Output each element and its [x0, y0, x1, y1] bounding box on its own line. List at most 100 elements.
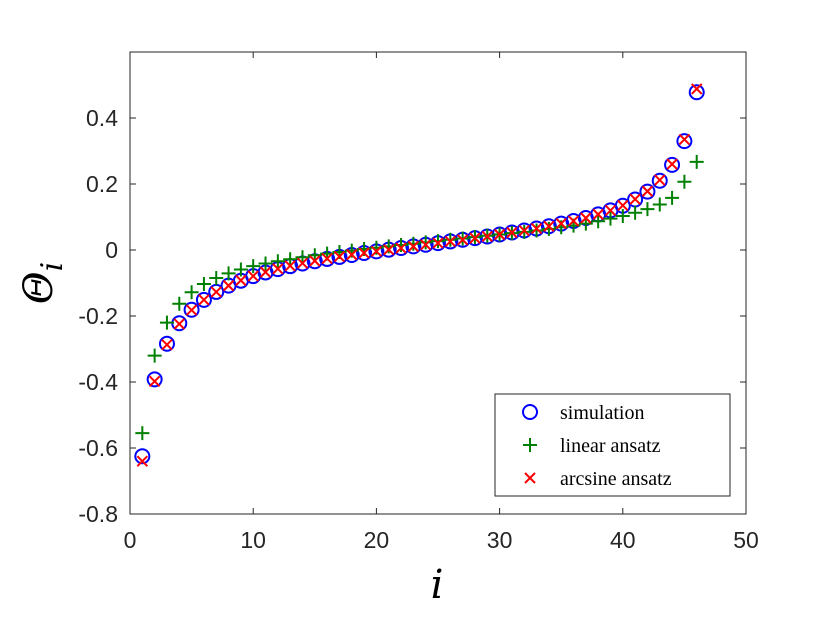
x-tick-label: 0	[124, 527, 137, 553]
point-arcsine-ansatz	[136, 455, 149, 467]
point-arcsine-ansatz	[148, 375, 161, 388]
data-marks	[134, 83, 705, 467]
point-arcsine-ansatz	[691, 83, 703, 95]
y-tick-label: -0.4	[78, 369, 118, 395]
svg-text:Θi: Θi	[16, 262, 70, 304]
point-arcsine-ansatz	[592, 208, 604, 221]
point-arcsine-ansatz	[235, 274, 247, 287]
point-arcsine-ansatz	[161, 339, 173, 351]
point-linear-ansatz	[603, 211, 618, 226]
point-linear-ansatz	[628, 205, 643, 220]
point-arcsine-ansatz	[272, 263, 284, 275]
y-tick-label: 0.2	[86, 171, 118, 197]
point-linear-ansatz	[406, 236, 421, 251]
point-linear-ansatz	[283, 252, 298, 267]
legend-label-simulation: simulation	[560, 402, 644, 424]
point-linear-ansatz	[394, 238, 409, 253]
x-axis-label: i	[431, 562, 444, 608]
point-linear-ansatz	[689, 154, 704, 169]
point-arcsine-ansatz	[678, 133, 691, 146]
point-linear-ansatz	[258, 256, 273, 271]
point-linear-ansatz	[665, 190, 680, 205]
y-tick-label: 0	[105, 237, 118, 263]
legend-label-linear: linear ansatz	[560, 435, 661, 457]
point-linear-ansatz	[159, 315, 174, 330]
x-tick-label: 20	[364, 527, 390, 553]
point-linear-ansatz	[184, 285, 199, 300]
point-arcsine-ansatz	[567, 215, 580, 227]
point-arcsine-ansatz	[407, 240, 420, 253]
y-axis: -0.8 -0.6 -0.4 -0.2 0 0.2 0.4	[78, 105, 746, 527]
point-simulation	[134, 448, 151, 465]
point-arcsine-ansatz	[506, 226, 518, 239]
point-linear-ansatz	[221, 266, 236, 281]
point-linear-ansatz	[172, 296, 187, 311]
point-arcsine-ansatz	[604, 204, 617, 217]
point-arcsine-ansatz	[247, 270, 259, 282]
point-simulation	[183, 301, 200, 318]
legend-marker-simulation	[522, 404, 538, 420]
point-arcsine-ansatz	[641, 185, 654, 197]
point-arcsine-ansatz	[654, 174, 666, 186]
legend-marker-linear	[523, 438, 537, 452]
y-tick-label: -0.8	[78, 501, 118, 527]
point-arcsine-ansatz	[456, 234, 469, 246]
point-linear-ansatz	[147, 348, 162, 363]
legend-label-arcsine: arcsine ansatz	[560, 468, 672, 490]
point-arcsine-ansatz	[493, 228, 506, 241]
point-linear-ansatz	[246, 259, 261, 274]
point-arcsine-ansatz	[210, 286, 222, 298]
y-axis-label-main: Θ	[16, 271, 62, 304]
legend-marker-arcsine	[524, 472, 536, 484]
y-tick-label: -0.6	[78, 435, 118, 461]
point-linear-ansatz	[541, 221, 556, 236]
point-linear-ansatz	[196, 276, 211, 291]
point-linear-ansatz	[270, 254, 285, 269]
y-axis-label-subscript: i	[35, 262, 70, 272]
x-axis: 0 10 20 30 40 50	[124, 52, 759, 553]
point-arcsine-ansatz	[666, 158, 678, 170]
point-arcsine-ansatz	[395, 242, 407, 254]
legend: simulation linear ansatz arcsine ansatz	[494, 393, 731, 497]
point-linear-ansatz	[443, 232, 458, 247]
point-linear-ansatz	[209, 271, 224, 286]
point-simulation	[664, 156, 681, 173]
point-simulation	[676, 133, 693, 150]
point-arcsine-ansatz	[543, 220, 555, 232]
point-simulation	[146, 371, 163, 388]
point-linear-ansatz	[418, 235, 433, 250]
point-arcsine-ansatz	[284, 260, 296, 272]
point-arcsine-ansatz	[432, 237, 444, 249]
point-arcsine-ansatz	[296, 257, 309, 269]
point-arcsine-ansatz	[173, 318, 185, 330]
x-tick-label: 30	[487, 527, 513, 553]
point-linear-ansatz	[652, 197, 667, 212]
point-arcsine-ansatz	[617, 199, 629, 212]
point-arcsine-ansatz	[222, 279, 235, 292]
x-tick-label: 10	[240, 527, 266, 553]
point-arcsine-ansatz	[444, 235, 457, 248]
point-arcsine-ansatz	[309, 255, 321, 267]
point-arcsine-ansatz	[185, 304, 198, 316]
point-simulation	[195, 291, 212, 308]
point-arcsine-ansatz	[530, 222, 543, 235]
point-arcsine-ansatz	[358, 247, 370, 259]
point-simulation	[158, 335, 175, 352]
point-linear-ansatz	[529, 223, 544, 238]
point-arcsine-ansatz	[419, 239, 432, 251]
point-arcsine-ansatz	[370, 245, 383, 258]
point-arcsine-ansatz	[198, 294, 210, 306]
point-linear-ansatz	[591, 214, 606, 229]
point-simulation	[688, 84, 705, 101]
point-arcsine-ansatz	[481, 230, 493, 243]
x-tick-label: 40	[610, 527, 636, 553]
point-arcsine-ansatz	[469, 232, 481, 244]
point-simulation	[639, 183, 656, 200]
point-arcsine-ansatz	[518, 224, 530, 237]
point-arcsine-ansatz	[346, 248, 358, 261]
point-linear-ansatz	[640, 202, 655, 217]
point-arcsine-ansatz	[259, 266, 272, 278]
point-arcsine-ansatz	[333, 250, 346, 263]
point-arcsine-ansatz	[629, 193, 641, 205]
